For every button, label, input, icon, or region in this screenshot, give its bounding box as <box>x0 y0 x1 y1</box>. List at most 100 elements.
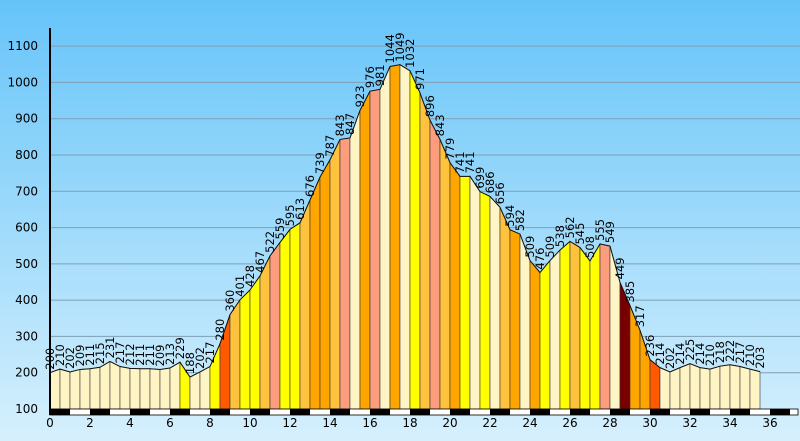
segment-19 <box>429 120 441 410</box>
segment-4 <box>129 368 141 410</box>
x-tick-label-4: 4 <box>126 416 134 430</box>
segment-19.5 <box>439 139 451 410</box>
x-tick-label-26: 26 <box>562 416 577 430</box>
segment-26 <box>569 240 581 410</box>
x-axis-band-8 <box>210 409 230 415</box>
segment-25.5 <box>559 240 571 410</box>
x-tick-label-10: 10 <box>242 416 257 430</box>
data-label: 360 <box>223 290 237 312</box>
segment-16 <box>369 88 381 410</box>
data-label: 779 <box>443 138 457 160</box>
data-label: 656 <box>493 182 507 204</box>
x-axis-band-12 <box>290 409 310 415</box>
data-label: 676 <box>303 175 317 197</box>
segment-11.5 <box>279 228 291 410</box>
y-tick-label-900: 900 <box>15 112 38 126</box>
data-label: 686 <box>483 171 497 193</box>
segment-17 <box>389 64 401 410</box>
segment-12 <box>289 222 301 410</box>
x-tick-label-32: 32 <box>682 416 697 430</box>
segment-15 <box>349 110 361 410</box>
data-label: 280 <box>213 319 227 341</box>
y-tick-label-1000: 1000 <box>7 75 38 89</box>
data-label: 476 <box>533 248 547 270</box>
data-label: 210 <box>743 344 757 366</box>
data-label: 1032 <box>403 39 417 68</box>
segment-3.5 <box>119 366 131 410</box>
data-label: 225 <box>683 339 697 361</box>
data-label: 188 <box>183 352 197 374</box>
segment-23 <box>509 229 521 410</box>
segment-0.5 <box>59 368 71 410</box>
data-label: 538 <box>553 225 567 247</box>
segment-13 <box>309 177 321 410</box>
x-axis-band-22 <box>490 409 510 415</box>
x-tick-label-16: 16 <box>362 416 377 430</box>
x-tick-label-34: 34 <box>722 416 737 430</box>
data-label: 215 <box>93 342 107 364</box>
segment-35 <box>749 368 761 410</box>
segment-5.5 <box>159 367 171 410</box>
segment-12.5 <box>299 199 311 410</box>
data-label: 209 <box>153 344 167 366</box>
segment-33 <box>709 365 721 410</box>
segment-20 <box>449 161 461 410</box>
data-label: 202 <box>193 347 207 369</box>
x-tick-label-30: 30 <box>642 416 657 430</box>
data-label: 595 <box>283 204 297 226</box>
segment-31.5 <box>679 363 691 410</box>
x-axis-band-10 <box>250 409 270 415</box>
data-label: 843 <box>433 114 447 136</box>
data-label: 613 <box>293 198 307 220</box>
chart-axes <box>49 28 799 416</box>
segment-14.5 <box>339 137 351 410</box>
data-label: 222 <box>723 340 737 362</box>
segment-23.5 <box>519 233 531 410</box>
data-label: 209 <box>73 344 87 366</box>
data-label: 923 <box>353 85 367 107</box>
data-label: 699 <box>473 167 487 189</box>
data-label: 847 <box>343 113 357 135</box>
x-axis-band-18 <box>410 409 430 415</box>
segment-30.5 <box>659 367 671 410</box>
x-tick-label-8: 8 <box>206 416 214 430</box>
data-label: 211 <box>83 344 97 366</box>
x-tick-labels: 0 2 4 6 8 10 12 14 16 18 20 22 24 26 28 30 32 34 36 <box>46 416 777 430</box>
y-tick-label-500: 500 <box>15 257 38 271</box>
data-label: 202 <box>663 347 677 369</box>
segment-16.5 <box>379 66 391 410</box>
data-label: 545 <box>573 223 587 245</box>
data-label: 741 <box>463 151 477 173</box>
segment-7 <box>189 371 201 410</box>
x-tick-label-22: 22 <box>482 416 497 430</box>
data-label: 229 <box>173 337 187 359</box>
x-axis-band-34 <box>730 409 750 415</box>
data-label: 1044 <box>383 34 397 63</box>
data-label: 428 <box>243 265 257 287</box>
segment-32.5 <box>699 367 711 410</box>
segment-2.5 <box>99 360 111 410</box>
data-label: 509 <box>523 236 537 258</box>
data-label: 449 <box>613 257 627 279</box>
data-label: 509 <box>543 236 557 258</box>
data-label: 212 <box>123 343 137 365</box>
segment-13.5 <box>319 158 331 410</box>
x-tick-label-36: 36 <box>762 416 777 430</box>
segment-9 <box>229 298 241 410</box>
data-label: 843 <box>333 114 347 136</box>
data-label: 896 <box>423 95 437 117</box>
x-axis-band-32 <box>690 409 710 415</box>
data-label: 981 <box>373 64 387 86</box>
data-label: 594 <box>503 205 517 227</box>
segment-25 <box>549 249 561 410</box>
segment-20.5 <box>459 176 471 410</box>
data-label: 200 <box>43 348 57 370</box>
segment-22 <box>489 195 501 410</box>
segment-26.5 <box>579 246 591 410</box>
data-label: 317 <box>633 305 647 327</box>
y-tick-labels: 100 200 300 400 500 600 700 800 900 1000 1100 <box>7 39 38 416</box>
data-label: 562 <box>563 216 577 238</box>
segment-11 <box>269 241 281 410</box>
data-label: 202 <box>63 347 77 369</box>
